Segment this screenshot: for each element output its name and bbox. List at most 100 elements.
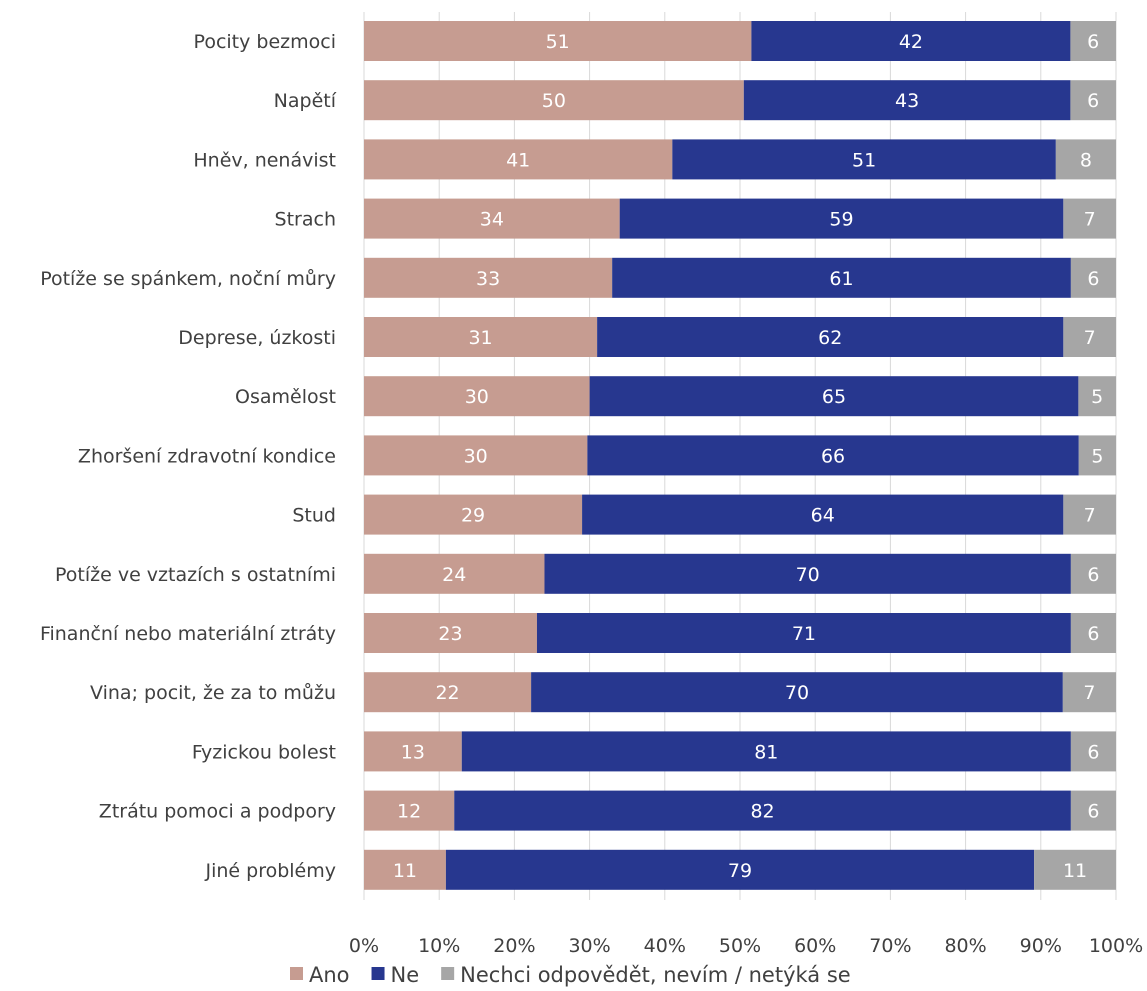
data-label: 6 <box>1087 801 1099 823</box>
bar-segment <box>364 198 620 239</box>
bar-segment <box>1070 790 1116 831</box>
bar-segment <box>461 731 1071 772</box>
bar-segment <box>612 257 1071 298</box>
legend-swatch <box>371 967 385 980</box>
category-label: Deprese, úzkosti <box>178 327 336 349</box>
legend-swatch <box>441 967 455 980</box>
bar-segment <box>364 731 462 772</box>
bar-segment <box>364 849 446 890</box>
data-label: 11 <box>393 860 417 882</box>
legend-label: Nechci odpovědět, nevím / netýká se <box>460 963 851 987</box>
data-label: 5 <box>1091 386 1103 408</box>
bar-segment <box>454 790 1071 831</box>
data-label: 7 <box>1083 682 1095 704</box>
bar-segment <box>743 80 1071 121</box>
bar-segment <box>364 613 537 653</box>
x-tick-label: 60% <box>794 935 836 957</box>
bar-segment <box>1070 731 1116 772</box>
data-label: 50 <box>542 90 566 112</box>
data-label: 41 <box>506 149 530 171</box>
data-label: 71 <box>792 623 816 645</box>
x-tick-label: 20% <box>493 935 535 957</box>
bar-segment <box>364 790 455 831</box>
data-label: 6 <box>1087 31 1099 53</box>
bar-segment <box>672 139 1056 180</box>
data-label: 70 <box>785 682 809 704</box>
data-label: 6 <box>1087 741 1099 763</box>
data-label: 51 <box>546 31 570 53</box>
bar-segment <box>364 494 583 535</box>
data-label: 81 <box>754 741 778 763</box>
bar-segment <box>364 672 532 713</box>
category-label: Fyzickou bolest <box>192 741 336 763</box>
bar-segment <box>589 376 1079 417</box>
bar-segment <box>1078 435 1116 476</box>
data-label: 59 <box>829 209 853 231</box>
bar-segment <box>1070 613 1116 653</box>
data-label: 6 <box>1087 623 1099 645</box>
bar-segment <box>544 553 1071 594</box>
data-label: 61 <box>829 268 853 290</box>
data-label: 70 <box>796 564 820 586</box>
x-axis-tick-labels: 0% 10% 20% 30% 40% 50% 60% 70% 80% 90% 100% <box>349 935 1143 957</box>
x-tick-label: 30% <box>568 935 610 957</box>
data-label: 11 <box>1063 860 1087 882</box>
legend-swatch <box>290 967 303 980</box>
data-label: 8 <box>1080 149 1092 171</box>
legend-label: Ano <box>309 963 350 987</box>
data-label: 13 <box>401 741 425 763</box>
data-label: 34 <box>480 209 504 231</box>
category-label: Zhoršení zdravotní kondice <box>78 445 336 467</box>
bar-segment <box>1063 317 1116 357</box>
bar-segment <box>1063 198 1116 239</box>
data-label: 82 <box>750 801 774 823</box>
category-label: Stud <box>292 505 336 527</box>
x-tick-label: 90% <box>1020 935 1062 957</box>
bar-segment <box>1055 139 1116 180</box>
bar-segment <box>1062 672 1116 713</box>
data-label: 23 <box>438 623 462 645</box>
category-label: Finanční nebo materiální ztráty <box>40 623 336 645</box>
bar-segment <box>364 80 744 121</box>
data-label: 33 <box>476 268 500 290</box>
data-label: 6 <box>1087 268 1099 290</box>
bar-segment <box>1078 376 1116 417</box>
data-label: 64 <box>811 505 835 527</box>
bar-segment <box>587 435 1079 476</box>
legend: Ano Ne Nechci odpovědět, nevím / netýká se <box>290 963 851 987</box>
bar-segment <box>1070 80 1116 121</box>
x-tick-label: 80% <box>944 935 986 957</box>
data-label: 6 <box>1087 90 1099 112</box>
data-label: 79 <box>728 860 752 882</box>
bar-segment <box>364 257 613 298</box>
bar-segment <box>364 435 588 476</box>
category-label: Pocity bezmoci <box>194 31 336 53</box>
bars: 51 42 650 43 641 51 834 59 733 61 631 62 730 65 530 66 5… <box>364 21 1116 890</box>
category-label: Potíže ve vztazích s ostatními <box>55 564 336 586</box>
bar-segment <box>531 672 1063 713</box>
data-label: 66 <box>821 445 845 467</box>
category-label: Strach <box>275 209 336 231</box>
bar-segment <box>597 317 1064 357</box>
data-label: 31 <box>468 327 492 349</box>
data-label: 5 <box>1091 445 1103 467</box>
bar-segment <box>364 553 545 594</box>
data-label: 62 <box>818 327 842 349</box>
category-label: Osamělost <box>235 386 336 408</box>
x-tick-label: 40% <box>644 935 686 957</box>
data-label: 7 <box>1084 505 1096 527</box>
x-tick-label: 0% <box>349 935 379 957</box>
bar-segment <box>1070 257 1116 298</box>
data-label: 65 <box>822 386 846 408</box>
bar-segment <box>364 376 590 417</box>
category-label: Hněv, nenávist <box>193 149 336 171</box>
bar-segment <box>1070 21 1116 61</box>
data-label: 7 <box>1084 209 1096 231</box>
bar-segment <box>364 317 598 357</box>
bar-segment <box>364 139 673 180</box>
bar-segment <box>536 613 1071 653</box>
bar-segment <box>364 21 752 61</box>
data-label: 22 <box>435 682 459 704</box>
x-tick-label: 10% <box>418 935 460 957</box>
